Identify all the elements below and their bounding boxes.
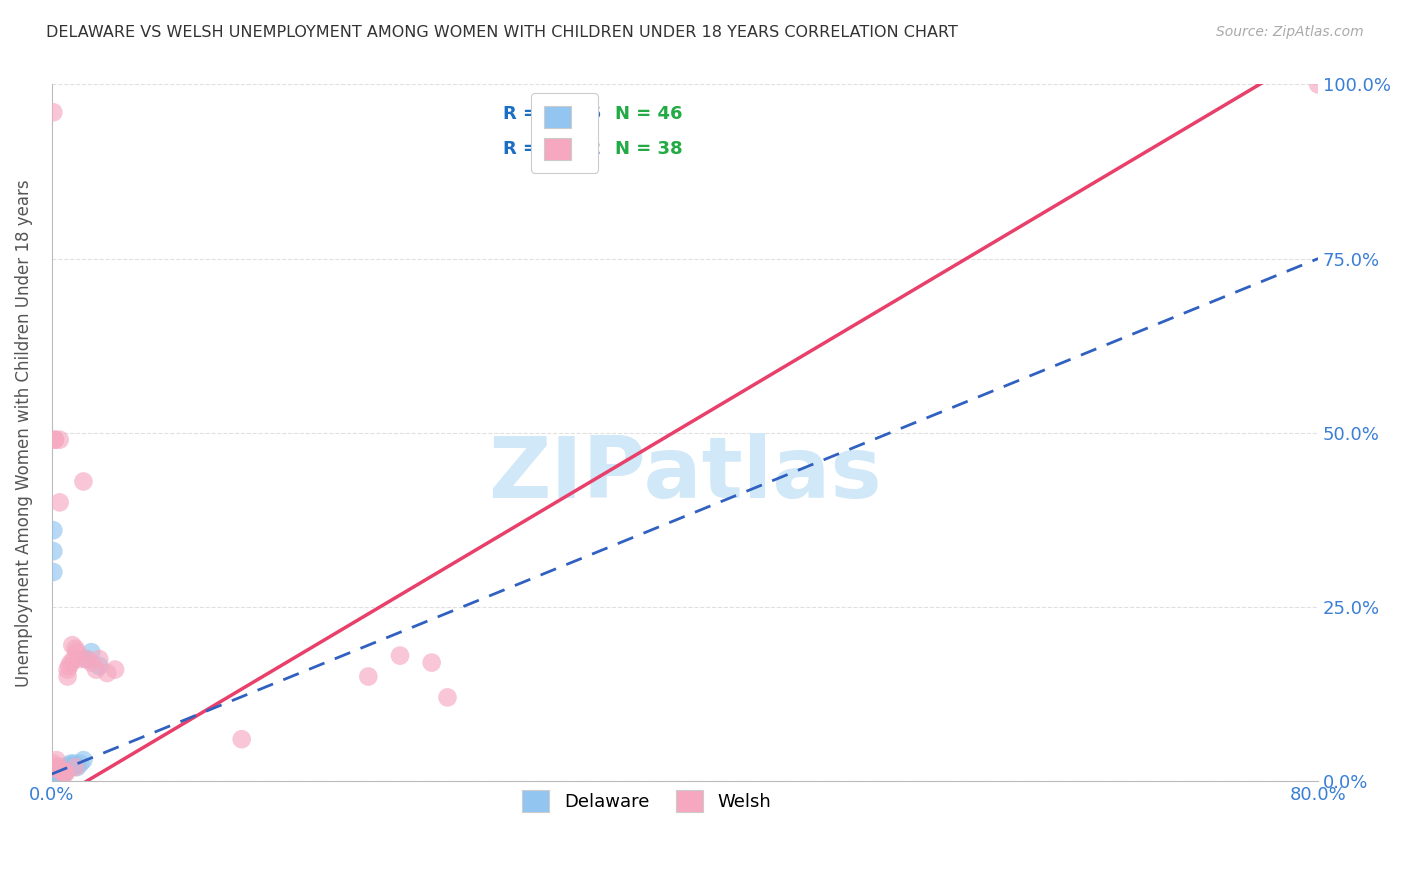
Point: [69, 756, 91, 771]
Point: [46, 763, 69, 777]
Point: [63, 756, 86, 771]
Point: [65, 760, 87, 774]
Point: [76, 652, 98, 666]
Point: [46, 765, 69, 780]
Point: [436, 690, 458, 705]
Point: [53, 765, 76, 780]
Point: [72, 475, 94, 489]
Point: [55, 764, 77, 778]
Point: [51, 767, 73, 781]
Text: Source: ZipAtlas.com: Source: ZipAtlas.com: [1216, 25, 1364, 39]
Point: [42, 523, 65, 537]
Text: N = 46: N = 46: [616, 105, 683, 123]
Point: [46, 768, 69, 782]
Point: [42, 768, 65, 782]
Point: [65, 758, 87, 772]
Point: [42, 761, 65, 775]
Point: [42, 756, 65, 771]
Point: [52, 764, 75, 778]
Point: [96, 666, 118, 681]
Point: [65, 641, 87, 656]
Point: [45, 768, 67, 782]
Point: [84, 663, 107, 677]
Point: [66, 645, 89, 659]
Point: [44, 433, 66, 447]
Point: [45, 753, 67, 767]
Point: [52, 764, 75, 778]
Point: [51, 765, 73, 780]
Point: [44, 767, 66, 781]
Text: R = 0.266: R = 0.266: [502, 105, 600, 123]
Point: [46, 770, 69, 784]
Point: [56, 761, 79, 775]
Y-axis label: Unemployment Among Women with Children Under 18 years: Unemployment Among Women with Children U…: [15, 179, 32, 687]
Point: [357, 669, 380, 683]
Point: [44, 433, 66, 447]
Point: [59, 656, 82, 670]
Point: [44, 760, 66, 774]
Point: [60, 760, 83, 774]
Point: [80, 645, 103, 659]
Point: [42, 771, 65, 785]
Point: [44, 764, 66, 778]
Point: [60, 638, 83, 652]
Point: [76, 652, 98, 666]
Legend: Delaware, Welsh: Delaware, Welsh: [510, 777, 785, 824]
Point: [48, 765, 70, 780]
Point: [48, 495, 70, 509]
Point: [48, 764, 70, 778]
Point: [53, 761, 76, 775]
Point: [63, 652, 86, 666]
Point: [42, 105, 65, 120]
Text: DELAWARE VS WELSH UNEMPLOYMENT AMONG WOMEN WITH CHILDREN UNDER 18 YEARS CORRELAT: DELAWARE VS WELSH UNEMPLOYMENT AMONG WOM…: [46, 25, 959, 40]
Point: [58, 760, 80, 774]
Point: [80, 656, 103, 670]
Point: [48, 767, 70, 781]
Point: [56, 669, 79, 683]
Point: [45, 771, 67, 785]
Point: [53, 767, 76, 781]
Point: [66, 760, 89, 774]
Text: ZIPatlas: ZIPatlas: [488, 433, 882, 516]
Point: [48, 433, 70, 447]
Point: [52, 767, 75, 781]
Point: [42, 565, 65, 579]
Point: [89, 652, 111, 666]
Point: [58, 659, 80, 673]
Point: [51, 764, 73, 778]
Point: [52, 765, 75, 780]
Point: [59, 756, 82, 771]
Point: [69, 652, 91, 666]
Point: [55, 765, 77, 780]
Point: [1308, 78, 1330, 92]
Point: [51, 763, 73, 777]
Point: [46, 760, 69, 774]
Point: [104, 663, 127, 677]
Point: [48, 768, 70, 782]
Text: N = 38: N = 38: [616, 140, 683, 158]
Point: [388, 648, 411, 663]
Point: [42, 765, 65, 780]
Point: [231, 732, 253, 747]
Point: [48, 761, 70, 775]
Point: [45, 765, 67, 780]
Point: [420, 656, 443, 670]
Point: [45, 760, 67, 774]
Point: [46, 767, 69, 781]
Point: [56, 663, 79, 677]
Point: [42, 544, 65, 558]
Point: [45, 764, 67, 778]
Point: [72, 753, 94, 767]
Point: [56, 758, 79, 772]
Point: [89, 659, 111, 673]
Point: [44, 770, 66, 784]
Point: [52, 760, 75, 774]
Text: R = 0.792: R = 0.792: [502, 140, 600, 158]
